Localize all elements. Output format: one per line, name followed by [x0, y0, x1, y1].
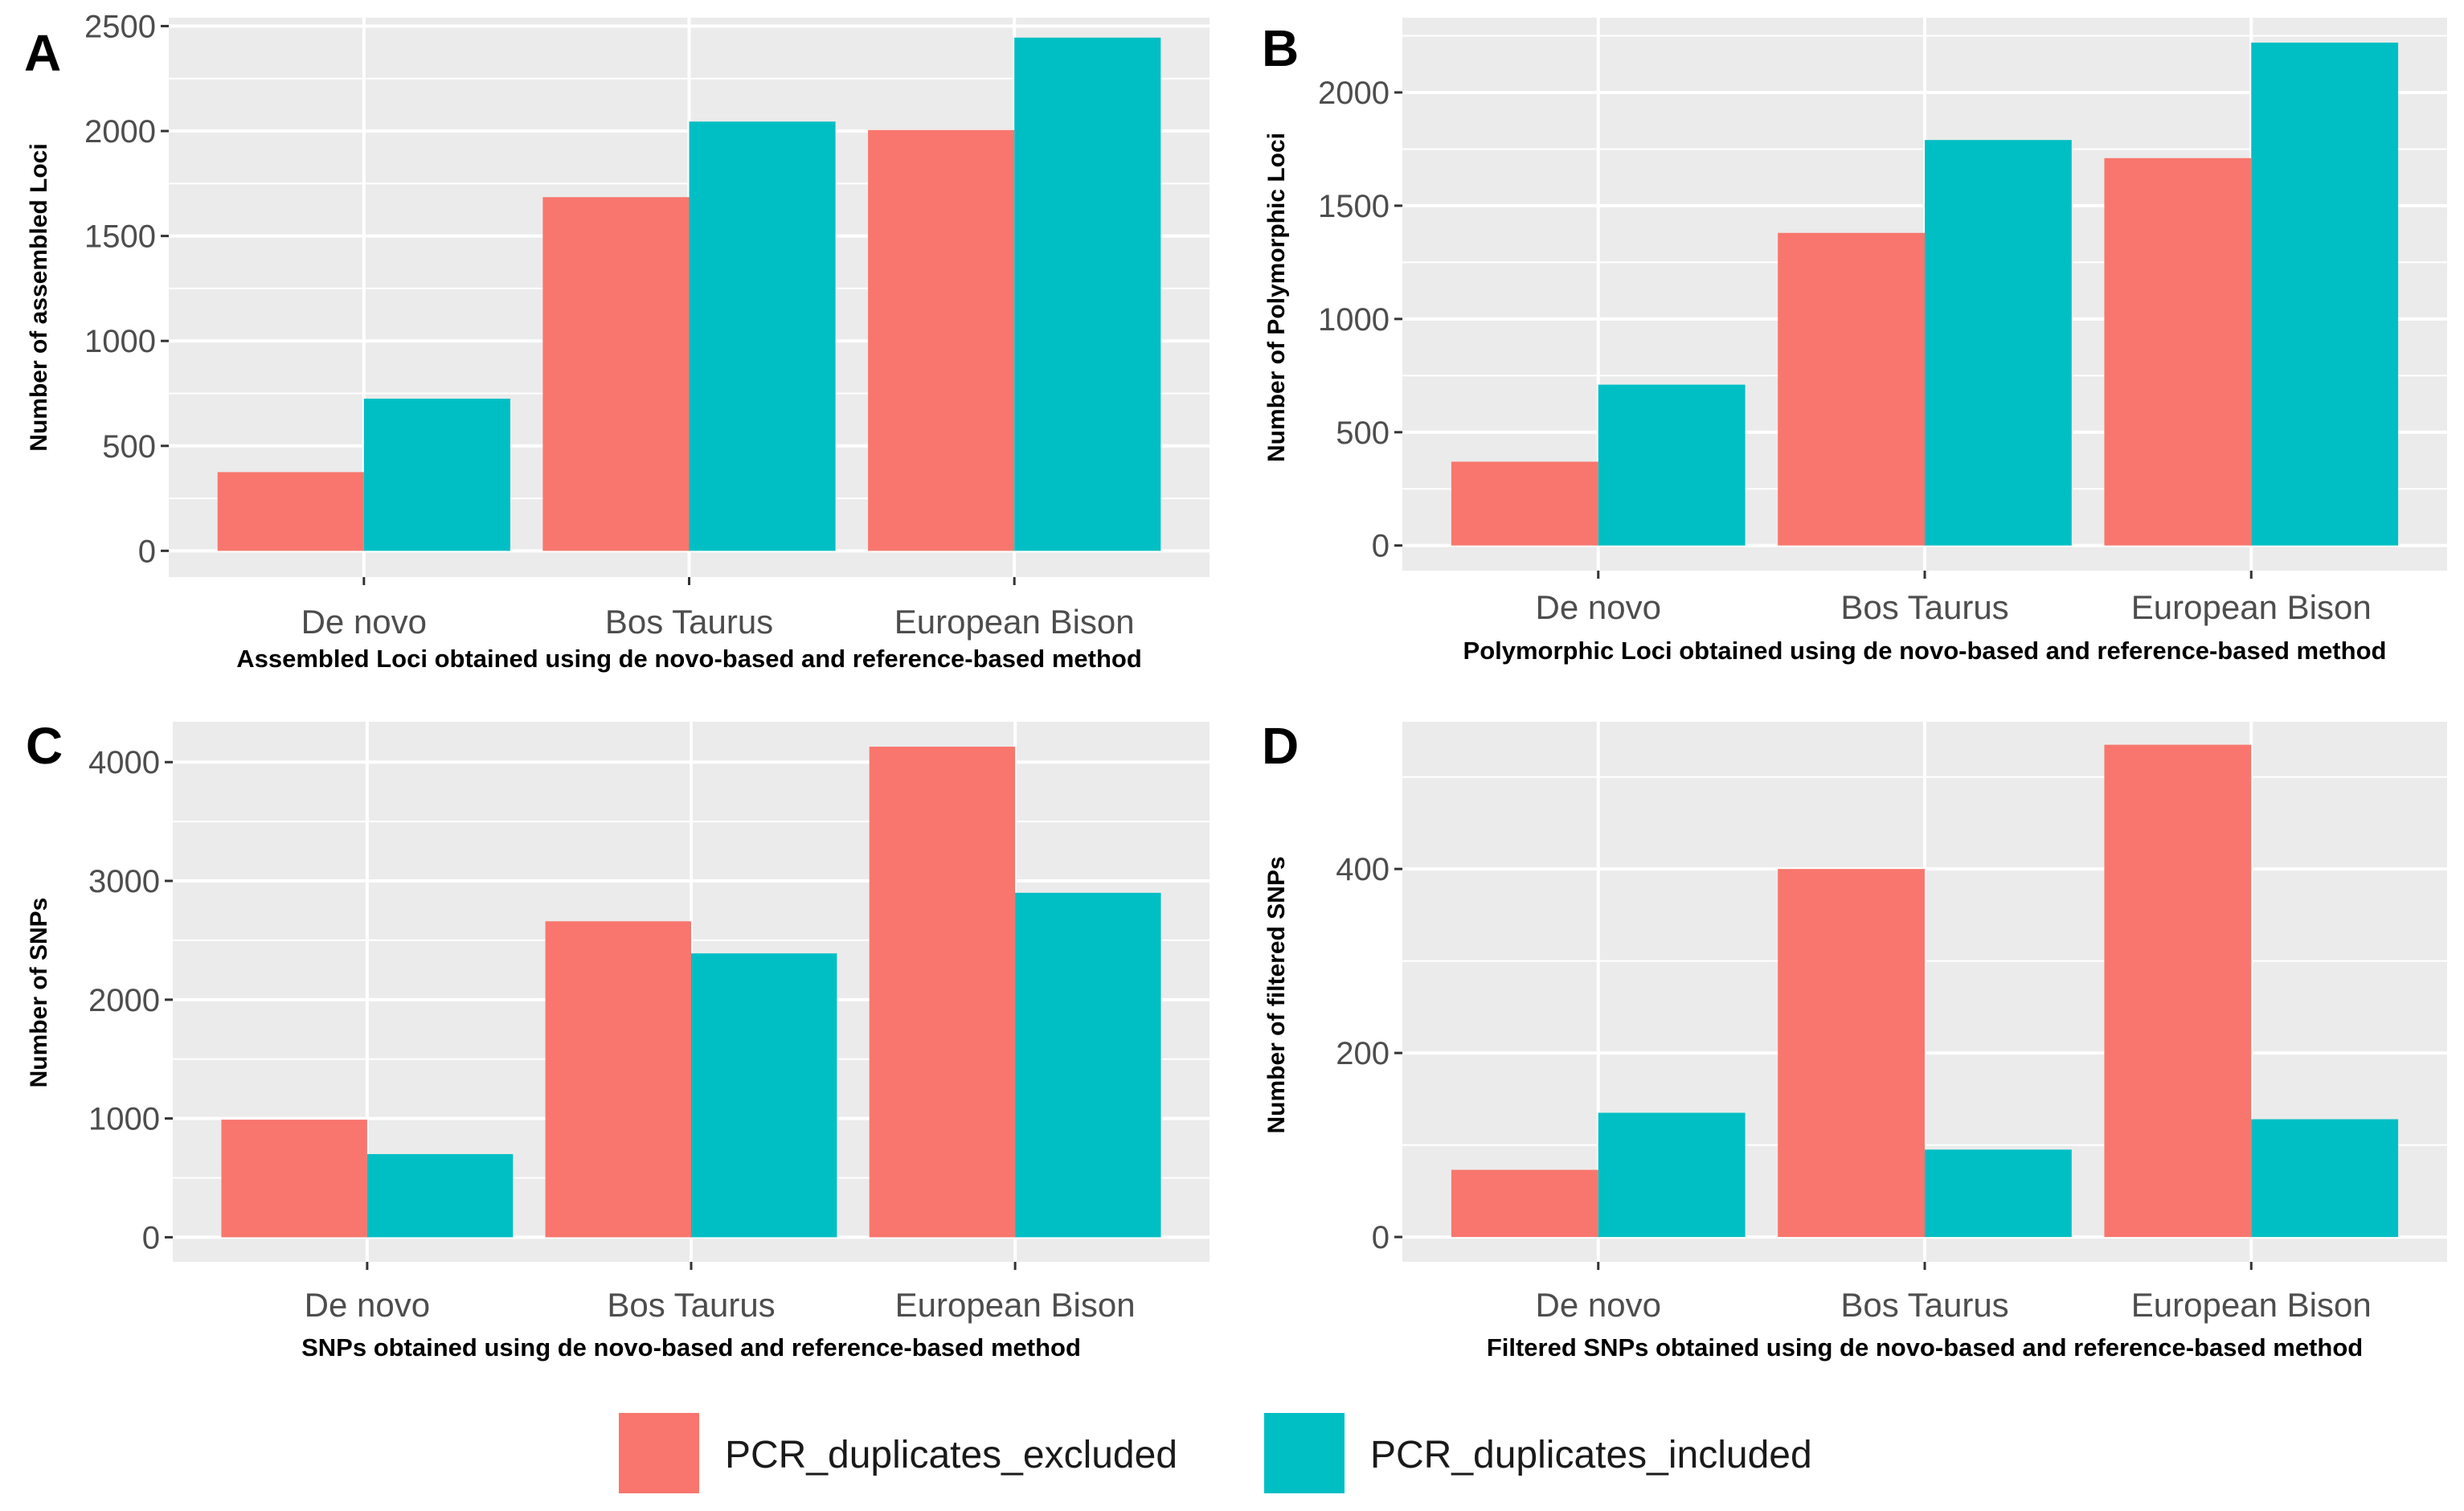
panel-a: 0 500 1000 1500 2000 2500 De novo Bos Taurus Eur… — [24, 9, 1209, 673]
bar-excluded-0 — [221, 1120, 367, 1238]
bar-excluded-1 — [1778, 869, 1925, 1238]
x-tick-label: De novo — [301, 603, 427, 641]
bar-excluded-1 — [545, 921, 691, 1238]
y-tick-label: 500 — [1336, 416, 1390, 451]
y-axis-title: Number of Polymorphic Loci — [1263, 133, 1290, 462]
y-tick-label: 200 — [1336, 1036, 1390, 1071]
y-tick-label: 0 — [142, 1220, 160, 1255]
y-axis-title: Number of assembled Loci — [26, 143, 52, 451]
panel-letter: A — [24, 24, 61, 82]
bar-excluded-2 — [2104, 158, 2252, 546]
panel-letter: B — [1262, 19, 1299, 77]
legend: PCR_duplicates_excluded PCR_duplicates_in… — [619, 1413, 1812, 1493]
x-tick-label: European Bison — [895, 1286, 1136, 1324]
x-tick-label: De novo — [1536, 1286, 1661, 1324]
y-tick-label: 0 — [1372, 1220, 1390, 1255]
bar-included-0 — [363, 399, 510, 551]
x-tick-label: European Bison — [2131, 588, 2372, 626]
y-tick-label: 0 — [1372, 529, 1390, 564]
y-tick-label: 1000 — [1318, 302, 1390, 338]
bar-included-0 — [1598, 384, 1746, 546]
bar-included-2 — [2251, 1119, 2399, 1238]
bar-included-0 — [1598, 1112, 1746, 1238]
y-tick-label: 2500 — [84, 9, 156, 44]
y-tick-label: 2000 — [1318, 76, 1390, 111]
x-axis-title: SNPs obtained using de novo-based and re… — [301, 1333, 1081, 1362]
y-tick-label: 3000 — [88, 864, 160, 899]
bar-included-1 — [691, 953, 837, 1238]
bar-excluded-1 — [542, 197, 690, 551]
x-tick-label: De novo — [305, 1286, 430, 1324]
bar-included-0 — [366, 1153, 514, 1238]
bar-included-1 — [1925, 140, 2072, 546]
x-axis-title: Polymorphic Loci obtained using de novo-… — [1463, 637, 2387, 665]
y-axis-title: Number of filtered SNPs — [1263, 856, 1290, 1133]
x-tick-label: Bos Taurus — [1840, 588, 2008, 626]
panel-d: 0 200 400 De novo Bos Taurus European Bison Fi… — [1262, 717, 2447, 1362]
panel-b: 0 500 1000 1500 2000 De novo Bos Taurus Europea… — [1262, 18, 2447, 665]
panel-letter: C — [26, 717, 63, 775]
bar-excluded-0 — [217, 472, 364, 551]
y-tick-label: 2000 — [88, 983, 160, 1018]
bar-excluded-1 — [1778, 232, 1925, 546]
x-tick-label: De novo — [1536, 588, 1661, 626]
legend-key-0 — [619, 1413, 699, 1493]
bar-excluded-0 — [1451, 1169, 1598, 1238]
y-tick-label: 400 — [1336, 852, 1390, 887]
x-tick-label: Bos Taurus — [605, 603, 773, 641]
legend-label: PCR_duplicates_included — [1370, 1434, 1812, 1476]
y-tick-label: 0 — [138, 534, 156, 569]
legend-key-1 — [1264, 1413, 1345, 1493]
panel-c: 0 1000 2000 3000 4000 De novo Bos Taurus Europe… — [26, 717, 1209, 1362]
panel-letter: D — [1262, 717, 1299, 775]
bar-included-1 — [1925, 1149, 2072, 1238]
x-tick-label: European Bison — [2131, 1286, 2372, 1324]
x-axis-title: Filtered SNPs obtained using de novo-bas… — [1487, 1333, 2363, 1362]
bar-included-1 — [689, 121, 836, 551]
y-tick-label: 1500 — [1318, 189, 1390, 224]
y-tick-label: 4000 — [88, 745, 160, 780]
y-tick-label: 500 — [102, 429, 156, 465]
bar-excluded-2 — [868, 129, 1015, 551]
y-tick-label: 1500 — [84, 219, 156, 255]
bar-excluded-2 — [2104, 744, 2252, 1238]
legend-label: PCR_duplicates_excluded — [725, 1434, 1177, 1476]
x-axis-title: Assembled Loci obtained using de novo-ba… — [236, 645, 1142, 673]
x-tick-label: Bos Taurus — [607, 1286, 775, 1324]
bar-excluded-2 — [869, 747, 1016, 1238]
bar-included-2 — [1015, 892, 1161, 1238]
x-tick-label: Bos Taurus — [1840, 1286, 2008, 1324]
y-tick-label: 2000 — [84, 114, 156, 149]
y-axis-title: Number of SNPs — [26, 898, 52, 1088]
y-tick-label: 1000 — [88, 1102, 160, 1137]
bar-included-2 — [2251, 43, 2399, 546]
y-tick-label: 1000 — [84, 324, 156, 359]
x-tick-label: European Bison — [894, 603, 1135, 641]
bar-excluded-0 — [1451, 461, 1598, 546]
bar-included-2 — [1014, 37, 1161, 551]
